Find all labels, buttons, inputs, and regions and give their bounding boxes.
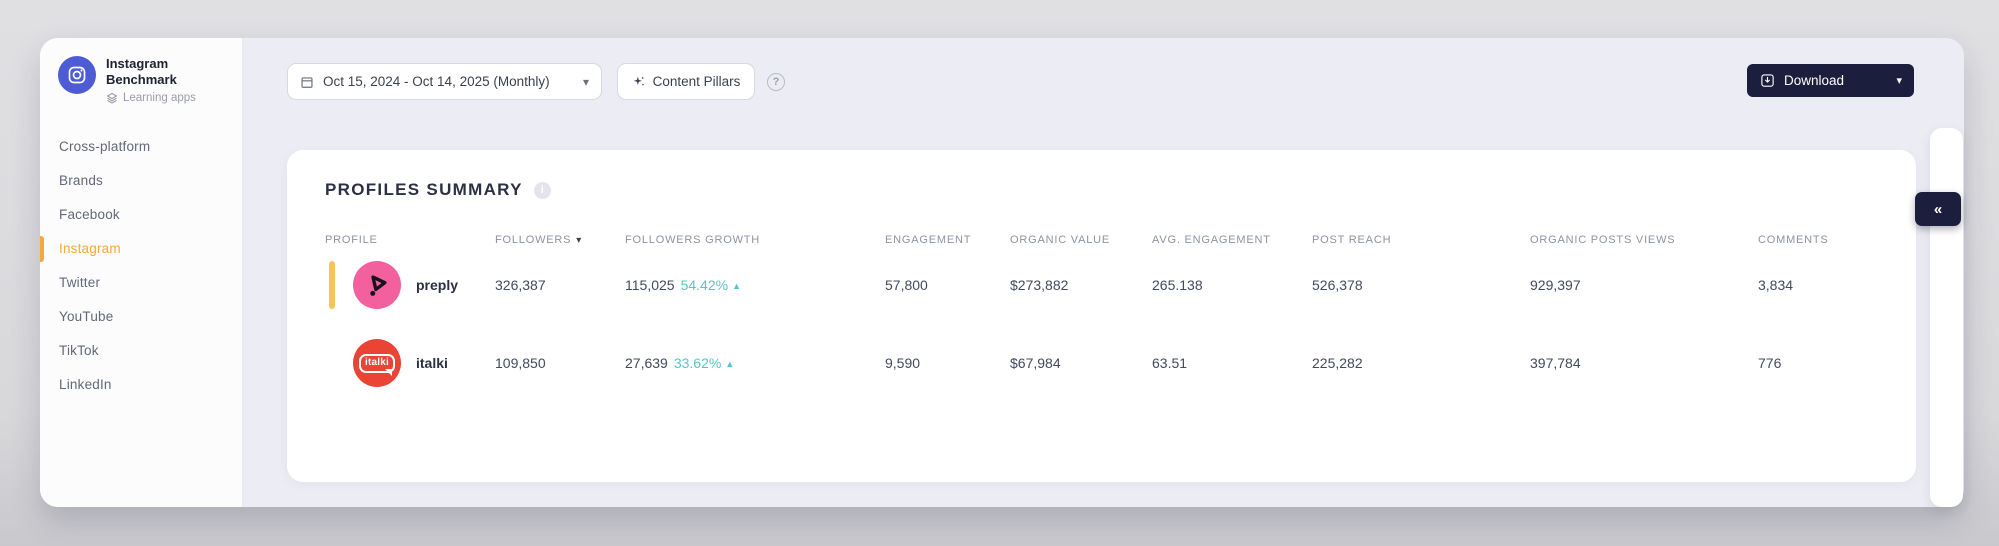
collapsed-side-panel[interactable] xyxy=(1930,128,1963,507)
sidebar-item-brands[interactable]: Brands xyxy=(59,172,103,188)
column-header-engagement: ENGAGEMENT xyxy=(885,234,972,246)
italki-avatar: italki xyxy=(353,339,401,387)
cell-avg-engagement: 63.51 xyxy=(1152,355,1188,371)
column-header-avg-engagement: AVG. ENGAGEMENT xyxy=(1152,234,1271,246)
cell-organic-posts-views: 929,397 xyxy=(1530,277,1581,293)
growth-up-icon: ▲ xyxy=(725,359,735,369)
date-range-label: Oct 15, 2024 - Oct 14, 2025 (Monthly) xyxy=(323,74,550,89)
profiles-summary-card: PROFILES SUMMARY i PROFILE FOLLOWERS ▾ F… xyxy=(287,150,1916,482)
cell-followers: 326,387 xyxy=(495,277,546,293)
cell-organic-value: $67,984 xyxy=(1010,355,1061,371)
cell-organic-posts-views: 397,784 xyxy=(1530,355,1581,371)
table-header-row: PROFILE FOLLOWERS ▾ FOLLOWERS GROWTH ENG… xyxy=(325,234,1878,246)
column-header-profile: PROFILE xyxy=(325,234,378,246)
cell-followers-growth: 27,639 33.62% ▲ xyxy=(625,355,735,371)
preply-avatar xyxy=(353,261,401,309)
row-accent-bar xyxy=(329,261,335,309)
download-button[interactable]: Download ▾ xyxy=(1747,64,1914,97)
calendar-icon xyxy=(300,75,314,89)
date-range-selector[interactable]: Oct 15, 2024 - Oct 14, 2025 (Monthly) ▾ xyxy=(287,63,602,100)
cell-comments: 776 xyxy=(1758,355,1782,371)
growth-up-icon: ▲ xyxy=(732,281,741,291)
cell-avg-engagement: 265.138 xyxy=(1152,277,1203,293)
sidebar-item-twitter[interactable]: Twitter xyxy=(59,274,101,290)
column-header-organic-posts-views: ORGANIC POSTS VIEWS xyxy=(1530,234,1676,246)
chevron-down-icon: ▾ xyxy=(582,74,589,89)
cell-post-reach: 225,282 xyxy=(1312,355,1363,371)
sidebar-nav: Cross-platform Brands Facebook Instagram… xyxy=(40,130,242,402)
cell-followers-growth: 115,025 54.42% ▲ xyxy=(625,277,741,293)
column-header-comments: COMMENTS xyxy=(1758,234,1829,246)
layers-icon xyxy=(106,92,118,104)
instagram-logo-icon xyxy=(58,56,96,94)
report-subtitle: Learning apps xyxy=(123,91,196,104)
chevron-down-icon: ▾ xyxy=(1896,75,1902,87)
column-header-followers[interactable]: FOLLOWERS ▾ xyxy=(495,234,583,246)
card-title: PROFILES SUMMARY xyxy=(325,180,523,199)
sidebar-item-cross-platform[interactable]: Cross-platform xyxy=(59,138,151,154)
app-window: Instagram Benchmark Learning apps Cross-… xyxy=(40,38,1964,507)
sidebar: Instagram Benchmark Learning apps Cross-… xyxy=(40,38,243,507)
sidebar-item-youtube[interactable]: YouTube xyxy=(59,308,114,324)
profile-cell-italki[interactable]: italki italki xyxy=(325,339,495,387)
profile-name: italki xyxy=(416,355,448,371)
column-header-post-reach: POST REACH xyxy=(1312,234,1392,246)
sidebar-item-instagram[interactable]: Instagram xyxy=(40,232,242,266)
report-title: Instagram Benchmark xyxy=(106,56,177,88)
download-label: Download xyxy=(1784,73,1845,88)
profile-cell-preply[interactable]: preply xyxy=(325,261,495,309)
sidebar-item-tiktok[interactable]: TikTok xyxy=(59,342,99,358)
collapse-panel-button[interactable]: « xyxy=(1915,192,1961,226)
download-icon xyxy=(1760,73,1775,88)
profile-name: preply xyxy=(416,277,459,293)
table-row: preply 326,387 115,025 54.42% ▲ 57,800 $27… xyxy=(325,246,1878,324)
table-row: italki italki 109,850 27,639 33.62% ▲ 9,59… xyxy=(325,324,1878,402)
cell-comments: 3,834 xyxy=(1758,277,1794,293)
cell-organic-value: $273,882 xyxy=(1010,277,1069,293)
column-header-organic-value: ORGANIC VALUE xyxy=(1010,234,1111,246)
brand-header: Instagram Benchmark Learning apps xyxy=(40,38,242,104)
sidebar-item-facebook[interactable]: Facebook xyxy=(59,206,120,222)
sidebar-item-linkedin[interactable]: LinkedIn xyxy=(59,376,112,392)
info-icon[interactable]: i xyxy=(533,181,551,199)
content-pillars-label: Content Pillars xyxy=(652,74,741,89)
cell-engagement: 9,590 xyxy=(885,355,921,371)
content-pillars-button[interactable]: Content Pillars xyxy=(617,63,755,100)
cell-engagement: 57,800 xyxy=(885,277,928,293)
profiles-table: PROFILE FOLLOWERS ▾ FOLLOWERS GROWTH ENG… xyxy=(325,234,1878,402)
sort-caret-icon: ▾ xyxy=(576,234,583,246)
cell-post-reach: 526,378 xyxy=(1312,277,1363,293)
column-header-followers-growth: FOLLOWERS GROWTH xyxy=(625,234,761,246)
sparkle-icon xyxy=(632,75,646,89)
help-icon[interactable]: ? xyxy=(767,73,785,91)
cell-followers: 109,850 xyxy=(495,355,546,371)
